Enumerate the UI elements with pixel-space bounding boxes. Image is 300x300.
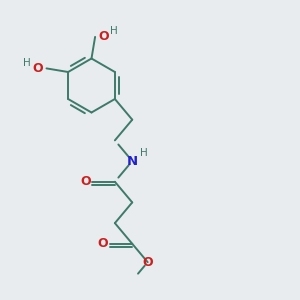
Text: N: N — [127, 154, 138, 167]
Text: H: H — [140, 148, 148, 158]
Text: O: O — [80, 175, 91, 188]
Text: O: O — [98, 237, 109, 250]
Text: H: H — [110, 26, 118, 37]
Text: O: O — [98, 30, 109, 44]
Text: O: O — [142, 256, 153, 269]
Text: O: O — [33, 62, 44, 75]
Text: H: H — [23, 58, 31, 68]
